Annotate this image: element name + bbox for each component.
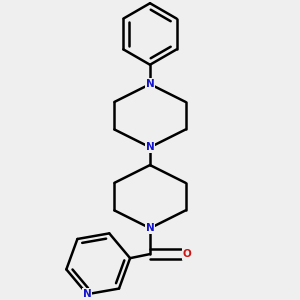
Text: N: N bbox=[146, 142, 154, 152]
Text: N: N bbox=[146, 223, 154, 233]
Text: O: O bbox=[183, 249, 192, 259]
Text: N: N bbox=[146, 79, 154, 89]
Text: N: N bbox=[83, 289, 92, 299]
